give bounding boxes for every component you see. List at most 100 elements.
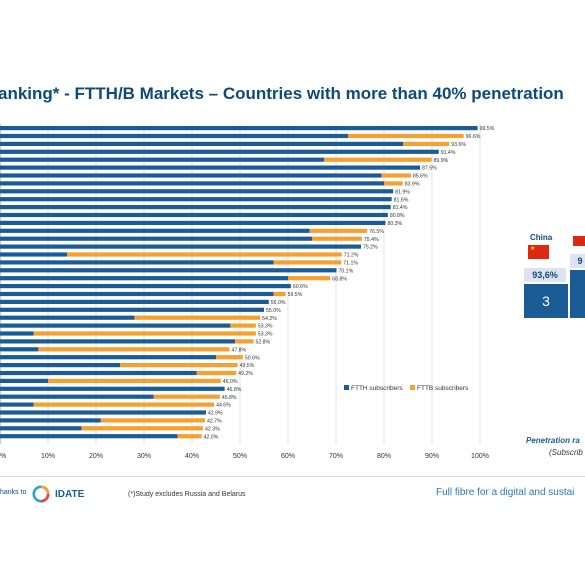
bar-fttb [384, 181, 403, 186]
total-label: 81.6% [394, 197, 409, 203]
total-label: 54.2% [262, 316, 277, 322]
bar-ftth [0, 418, 101, 423]
bar-ftth [0, 252, 68, 257]
title-text: anking* - FTTH/B Markets – Countries wit… [0, 84, 564, 103]
bar-ftth [0, 363, 120, 368]
second-rank-box [570, 270, 585, 318]
legend-label-ftth: FTTH subscribers [351, 385, 403, 392]
total-label: 89.9% [434, 158, 449, 164]
bar-fttb [288, 276, 331, 281]
total-label: 46.0% [223, 379, 238, 385]
bar-ftth [0, 426, 82, 431]
china-penetration-value: 93,6% [524, 268, 566, 282]
bar-ftth [0, 220, 386, 225]
x-tick-label: 30% [137, 453, 151, 460]
x-tick-label: 40% [185, 453, 199, 460]
total-label: 46.8% [227, 387, 242, 393]
bar-ftth [0, 347, 39, 352]
bar-ftth [0, 141, 404, 146]
bar-fttb [67, 252, 342, 257]
idate-logo-icon [32, 485, 50, 503]
legend-label-fttb: FTTB subscribers [417, 385, 469, 392]
total-label: 83.9% [405, 182, 420, 188]
bar-ftth [0, 355, 216, 360]
china-rank: 3 [524, 284, 568, 318]
bar-ftth [0, 212, 388, 218]
total-label: 42.3% [205, 426, 220, 432]
bar-ftth [0, 339, 236, 344]
total-label: 42.9% [208, 411, 223, 417]
bar-ftth [0, 189, 394, 194]
bar-ftth [0, 284, 291, 289]
second-penetration-value: 9 [570, 254, 585, 268]
total-label: 81.4% [393, 205, 408, 211]
legend-swatch-ftth [344, 385, 349, 390]
bar-fttb [403, 141, 450, 146]
total-label: 99.5% [480, 126, 495, 132]
x-tick-label: 50% [233, 453, 247, 460]
x-tick-label: 80% [377, 453, 391, 460]
total-label: 53.3% [258, 332, 273, 338]
bar-fttb [38, 347, 230, 352]
legend-swatch-fttb [410, 385, 415, 390]
bar-fttb [309, 228, 368, 233]
china-panel: China ★ 93,6% 9 3 [520, 226, 585, 326]
bar-fttb [48, 378, 221, 383]
page-title: anking* - FTTH/B Markets – Countries wit… [0, 84, 585, 110]
total-label: 75.2% [363, 245, 378, 251]
bar-ftth [0, 434, 178, 439]
bar-fttb [81, 426, 204, 431]
bar-fttb [216, 355, 243, 360]
bar-fttb [33, 331, 256, 336]
x-tick-label: 60% [281, 453, 295, 460]
bar-ftth [0, 228, 310, 233]
bar-ftth [0, 291, 274, 297]
total-label: 42.0% [204, 434, 219, 440]
total-label: 76.5% [369, 229, 384, 235]
bar-fttb [120, 363, 238, 368]
bar-fttb [381, 173, 411, 178]
bar-fttb [273, 260, 342, 265]
idate-brand: IDATE [55, 489, 85, 500]
bar-fttb [134, 315, 261, 320]
total-label: 80.8% [390, 213, 405, 219]
bar-fttb [230, 323, 256, 328]
bar-fttb [100, 418, 205, 423]
thanks-text: hanks to [0, 489, 27, 496]
footer-divider [0, 476, 585, 477]
bar-fttb [273, 291, 286, 297]
bar-fttb [324, 157, 432, 162]
bar-ftth [0, 394, 154, 399]
tagline: Full fibre for a digital and sustai [436, 487, 575, 498]
total-label: 55.0% [266, 308, 281, 314]
x-tick-label: 100% [471, 453, 489, 460]
total-label: 91.4% [441, 150, 456, 156]
total-label: 96.6% [466, 134, 481, 140]
x-tick-label: 70% [329, 453, 343, 460]
bar-ftth [0, 307, 264, 312]
bar-ftth [0, 197, 392, 202]
bar-ftth [0, 315, 135, 320]
bar-ftth [0, 133, 348, 139]
total-label: 56.0% [271, 300, 286, 306]
x-tick-label: 20% [89, 453, 103, 460]
total-label: 68.8% [332, 276, 347, 282]
bar-ftth [0, 236, 312, 241]
total-label: 50.6% [245, 355, 260, 361]
total-label: 59.5% [288, 292, 303, 298]
bar-ftth [0, 410, 206, 415]
bar-ftth [0, 157, 324, 162]
bar-ftth [0, 181, 384, 186]
bar-ftth [0, 386, 225, 391]
bar-fttb [196, 370, 237, 376]
total-label: 52.8% [255, 340, 270, 346]
x-tick-label: 10% [41, 453, 55, 460]
bar-ftth [0, 126, 478, 131]
china-label: China [530, 233, 553, 242]
bar-fttb [177, 434, 202, 439]
bar-ftth [0, 331, 34, 336]
bar-ftth [0, 205, 391, 210]
bar-fttb [33, 402, 215, 407]
total-label: 47.8% [231, 347, 246, 353]
